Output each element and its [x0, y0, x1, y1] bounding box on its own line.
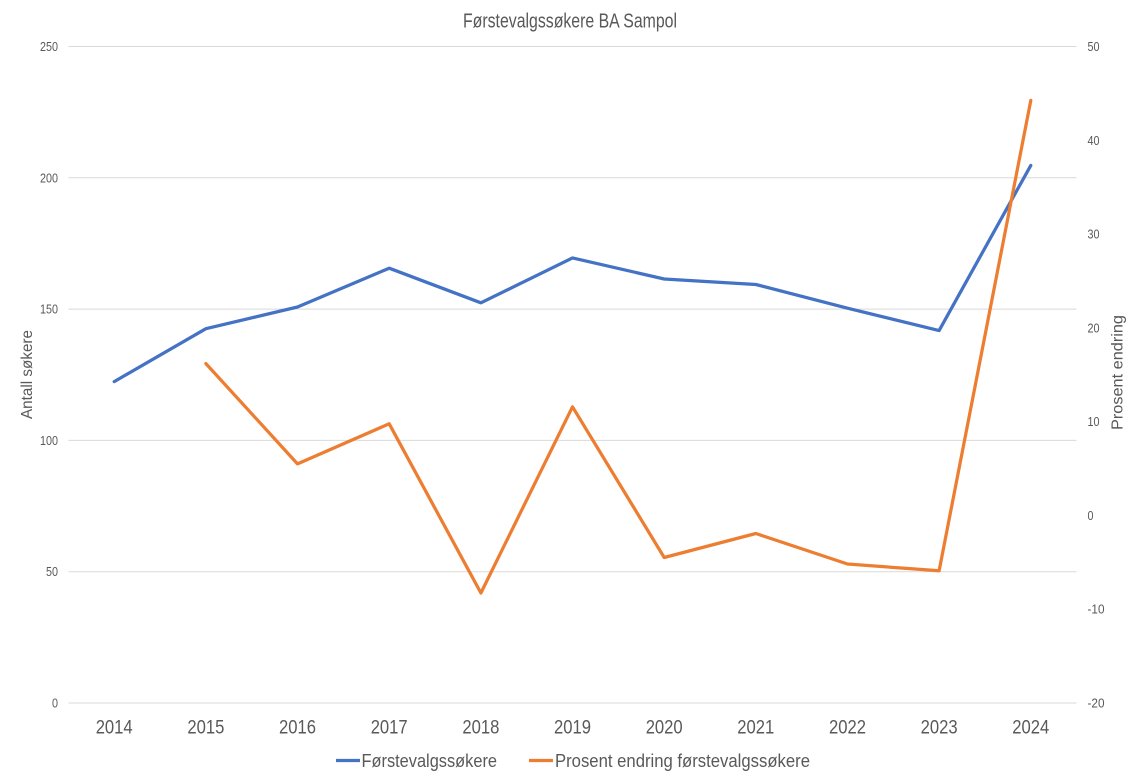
svg-text:20: 20 [1088, 320, 1100, 335]
svg-text:2020: 2020 [646, 718, 683, 739]
svg-text:2019: 2019 [554, 718, 591, 739]
svg-text:0: 0 [1088, 508, 1094, 523]
svg-text:2021: 2021 [737, 718, 774, 739]
svg-text:2015: 2015 [187, 718, 224, 739]
svg-text:-10: -10 [1088, 602, 1105, 617]
svg-text:Antall søkere: Antall søkere [19, 330, 36, 419]
svg-text:10: 10 [1088, 414, 1100, 429]
svg-text:40: 40 [1088, 133, 1100, 148]
svg-text:Førstevalgssøkere: Førstevalgssøkere [362, 751, 498, 771]
svg-text:250: 250 [40, 39, 58, 54]
svg-text:2024: 2024 [1012, 718, 1049, 739]
svg-text:50: 50 [46, 564, 58, 579]
svg-text:2018: 2018 [462, 718, 499, 739]
svg-text:2017: 2017 [371, 718, 408, 739]
svg-text:150: 150 [40, 302, 58, 317]
svg-text:30: 30 [1088, 227, 1100, 242]
svg-text:2023: 2023 [921, 718, 958, 739]
svg-text:Prosent endring førstevalgssøk: Prosent endring førstevalgssøkere [555, 751, 810, 771]
svg-text:100: 100 [40, 433, 58, 448]
svg-text:2016: 2016 [279, 718, 316, 739]
svg-text:Førstevalgssøkere BA Sampol: Førstevalgssøkere BA Sampol [463, 11, 677, 33]
svg-text:2014: 2014 [96, 718, 133, 739]
svg-text:200: 200 [40, 170, 58, 185]
svg-text:-20: -20 [1088, 696, 1105, 711]
svg-text:Prosent endring: Prosent endring [1110, 315, 1127, 430]
svg-text:0: 0 [52, 696, 58, 711]
svg-text:50: 50 [1088, 39, 1100, 54]
svg-text:2022: 2022 [829, 718, 866, 739]
